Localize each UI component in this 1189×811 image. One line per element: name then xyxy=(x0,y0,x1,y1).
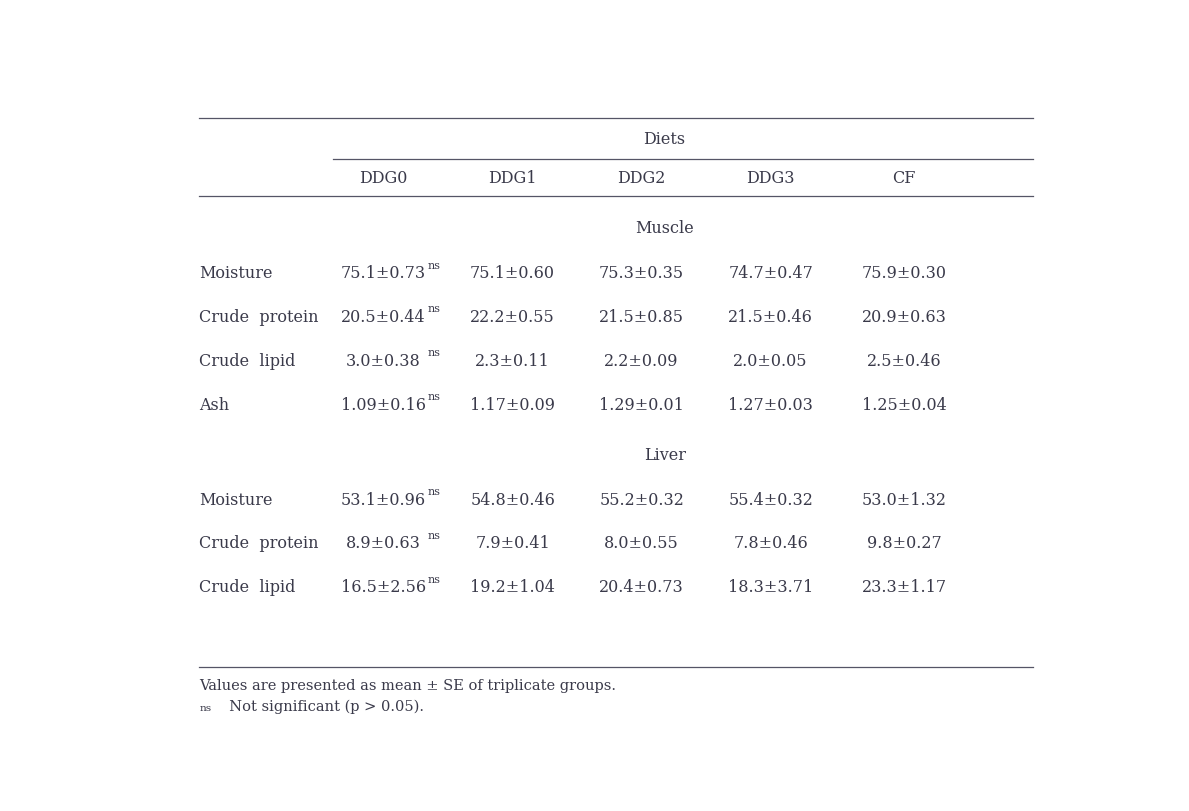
Text: DDG0: DDG0 xyxy=(359,170,408,187)
Text: DDG3: DDG3 xyxy=(747,170,795,187)
Text: 2.2±0.09: 2.2±0.09 xyxy=(604,352,679,369)
Text: Crude  protein: Crude protein xyxy=(200,309,319,326)
Text: Crude  lipid: Crude lipid xyxy=(200,578,296,595)
Text: 75.9±0.30: 75.9±0.30 xyxy=(862,265,946,282)
Text: 1.09±0.16: 1.09±0.16 xyxy=(341,396,426,413)
Text: Not significant (p > 0.05).: Not significant (p > 0.05). xyxy=(220,698,423,713)
Text: CF: CF xyxy=(893,170,916,187)
Text: 53.1±0.96: 53.1±0.96 xyxy=(341,491,426,508)
Text: 23.3±1.17: 23.3±1.17 xyxy=(862,578,946,595)
Text: 21.5±0.46: 21.5±0.46 xyxy=(728,309,813,326)
Text: ns: ns xyxy=(428,487,441,496)
Text: Values are presented as mean ± SE of triplicate groups.: Values are presented as mean ± SE of tri… xyxy=(200,679,616,693)
Text: 7.9±0.41: 7.9±0.41 xyxy=(476,534,551,551)
Text: 55.2±0.32: 55.2±0.32 xyxy=(599,491,684,508)
Text: ns: ns xyxy=(428,530,441,540)
Text: Diets: Diets xyxy=(643,131,686,148)
Text: 1.25±0.04: 1.25±0.04 xyxy=(862,396,946,413)
Text: 8.9±0.63: 8.9±0.63 xyxy=(346,534,421,551)
Text: 18.3±3.71: 18.3±3.71 xyxy=(728,578,813,595)
Text: Crude  protein: Crude protein xyxy=(200,534,319,551)
Text: 22.2±0.55: 22.2±0.55 xyxy=(470,309,555,326)
Text: 2.3±0.11: 2.3±0.11 xyxy=(476,352,551,369)
Text: Moisture: Moisture xyxy=(200,491,272,508)
Text: 20.5±0.44: 20.5±0.44 xyxy=(341,309,426,326)
Text: 74.7±0.47: 74.7±0.47 xyxy=(728,265,813,282)
Text: 2.0±0.05: 2.0±0.05 xyxy=(734,352,807,369)
Text: 3.0±0.38: 3.0±0.38 xyxy=(346,352,421,369)
Text: ns: ns xyxy=(428,304,441,314)
Text: 75.1±0.60: 75.1±0.60 xyxy=(470,265,555,282)
Text: 19.2±1.04: 19.2±1.04 xyxy=(470,578,555,595)
Text: 20.9±0.63: 20.9±0.63 xyxy=(862,309,946,326)
Text: ns: ns xyxy=(428,574,441,584)
Text: 1.17±0.09: 1.17±0.09 xyxy=(470,396,555,413)
Text: ns: ns xyxy=(200,703,212,712)
Text: 20.4±0.73: 20.4±0.73 xyxy=(599,578,684,595)
Text: 16.5±2.56: 16.5±2.56 xyxy=(341,578,426,595)
Text: ns: ns xyxy=(428,260,441,270)
Text: DDG2: DDG2 xyxy=(617,170,666,187)
Text: 9.8±0.27: 9.8±0.27 xyxy=(867,534,942,551)
Text: 7.8±0.46: 7.8±0.46 xyxy=(734,534,809,551)
Text: 1.27±0.03: 1.27±0.03 xyxy=(728,396,813,413)
Text: 1.29±0.01: 1.29±0.01 xyxy=(599,396,684,413)
Text: 8.0±0.55: 8.0±0.55 xyxy=(604,534,679,551)
Text: ns: ns xyxy=(428,392,441,401)
Text: 2.5±0.46: 2.5±0.46 xyxy=(867,352,942,369)
Text: Crude  lipid: Crude lipid xyxy=(200,352,296,369)
Text: DDG1: DDG1 xyxy=(489,170,537,187)
Text: 75.1±0.73: 75.1±0.73 xyxy=(341,265,426,282)
Text: 55.4±0.32: 55.4±0.32 xyxy=(728,491,813,508)
Text: Moisture: Moisture xyxy=(200,265,272,282)
Text: 21.5±0.85: 21.5±0.85 xyxy=(599,309,684,326)
Text: Ash: Ash xyxy=(200,396,229,413)
Text: 75.3±0.35: 75.3±0.35 xyxy=(599,265,684,282)
Text: Muscle: Muscle xyxy=(635,220,694,237)
Text: 54.8±0.46: 54.8±0.46 xyxy=(470,491,555,508)
Text: Liver: Liver xyxy=(643,446,686,463)
Text: ns: ns xyxy=(428,348,441,358)
Text: 53.0±1.32: 53.0±1.32 xyxy=(862,491,946,508)
